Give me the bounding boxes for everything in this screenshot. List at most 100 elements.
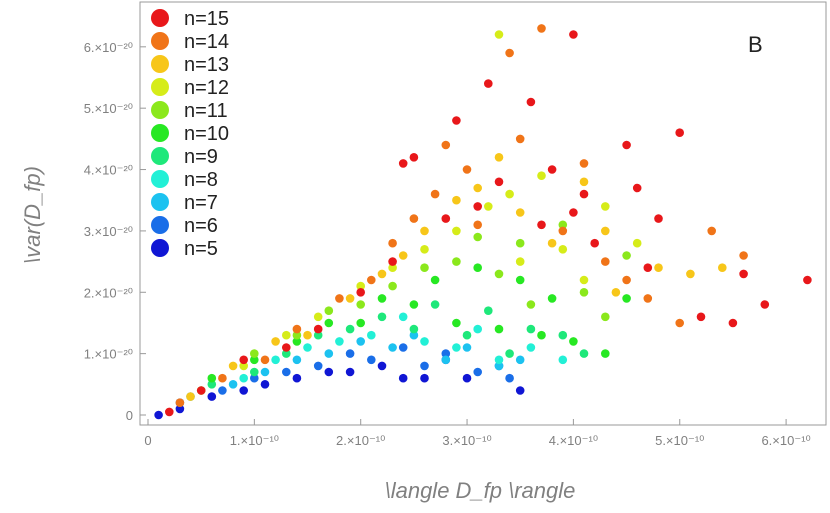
legend-swatch <box>151 78 169 96</box>
data-point <box>207 392 217 401</box>
data-point <box>611 288 621 297</box>
legend-label: n=8 <box>184 169 218 191</box>
data-point <box>388 238 397 248</box>
legend-swatch <box>151 193 169 211</box>
data-point <box>409 330 419 340</box>
data-point <box>430 189 440 199</box>
data-point <box>292 373 302 383</box>
data-point <box>484 79 493 88</box>
data-point <box>494 269 504 279</box>
data-point <box>494 177 504 187</box>
legend-label: n=13 <box>184 54 229 76</box>
data-point <box>356 281 366 291</box>
data-point <box>377 361 387 371</box>
data-point <box>473 324 483 334</box>
data-point <box>579 288 589 297</box>
legend-swatch <box>151 147 169 165</box>
data-point <box>515 355 525 365</box>
data-point <box>452 343 461 352</box>
data-point <box>537 24 546 33</box>
x-tick-label: 3.×10⁻¹⁰ <box>442 433 491 448</box>
x-tick-label: 6.×10⁻¹⁰ <box>761 433 810 448</box>
data-point <box>675 318 684 328</box>
legend-label: n=11 <box>184 100 228 122</box>
data-point <box>537 171 546 180</box>
data-point <box>579 275 589 285</box>
data-point <box>558 355 568 365</box>
data-point <box>569 30 578 39</box>
data-point <box>547 238 557 248</box>
data-point <box>324 306 334 316</box>
data-point <box>292 337 302 346</box>
data-point <box>228 380 238 389</box>
data-point <box>260 367 270 377</box>
data-point <box>515 208 525 217</box>
data-point <box>537 330 546 340</box>
data-point <box>473 202 483 211</box>
data-point <box>186 392 195 401</box>
data-point <box>239 373 248 383</box>
data-point <box>601 257 610 266</box>
data-point <box>250 349 259 358</box>
data-point <box>345 294 355 303</box>
data-point <box>547 294 557 303</box>
data-point <box>622 140 631 150</box>
data-point <box>367 275 376 285</box>
data-point <box>696 312 706 322</box>
x-tick-label: 5.×10⁻¹⁰ <box>655 433 704 448</box>
data-point <box>409 324 419 334</box>
legend-label: n=12 <box>184 77 229 99</box>
legend-label: n=6 <box>184 215 218 237</box>
data-point <box>632 183 642 193</box>
legend-swatch <box>151 216 169 234</box>
data-point <box>388 263 397 273</box>
y-tick-label: 5.×10⁻²⁰ <box>84 101 133 116</box>
data-point <box>739 251 748 260</box>
data-point <box>494 355 504 365</box>
data-point <box>579 159 589 168</box>
legend-swatch <box>151 239 169 257</box>
data-point <box>515 275 525 285</box>
data-point <box>398 373 408 383</box>
axis-ticks: 0 1.×10⁻¹⁰ 2.×10⁻¹⁰ 3.×10⁻¹⁰ 4.×10⁻¹⁰ 5.×10⁻¹… <box>84 40 811 448</box>
data-point <box>441 355 451 365</box>
data-point <box>526 343 536 352</box>
data-point <box>601 349 610 358</box>
data-point <box>675 128 684 137</box>
data-point <box>165 407 174 417</box>
data-point <box>409 153 419 162</box>
y-tick-label: 4.×10⁻²⁰ <box>84 163 133 178</box>
data-point <box>420 337 429 346</box>
data-point <box>196 386 206 395</box>
data-point <box>505 349 514 358</box>
data-point <box>250 355 259 365</box>
data-point <box>473 183 483 193</box>
data-point <box>367 330 376 340</box>
data-point <box>207 373 217 383</box>
legend-swatch <box>151 124 169 142</box>
data-point <box>218 373 227 383</box>
data-point <box>590 238 599 248</box>
data-point <box>643 263 653 273</box>
data-point <box>494 324 504 334</box>
legend-swatch <box>151 170 169 188</box>
panel-label: B <box>748 32 763 57</box>
data-point <box>579 177 589 187</box>
data-point <box>430 275 440 285</box>
data-point <box>505 373 514 383</box>
data-point <box>515 238 525 248</box>
data-point <box>250 367 259 377</box>
data-point <box>462 373 472 383</box>
x-tick-label: 0 <box>144 433 151 448</box>
data-point <box>335 294 344 303</box>
data-point <box>494 153 504 162</box>
y-tick-label: 2.×10⁻²⁰ <box>84 285 133 300</box>
data-point <box>207 380 217 389</box>
data-point <box>228 361 238 371</box>
legend-swatch <box>151 9 169 27</box>
data-point <box>356 337 366 346</box>
data-point <box>515 257 525 266</box>
data-point <box>250 373 259 383</box>
data-point <box>271 355 280 365</box>
data-point <box>420 263 429 273</box>
